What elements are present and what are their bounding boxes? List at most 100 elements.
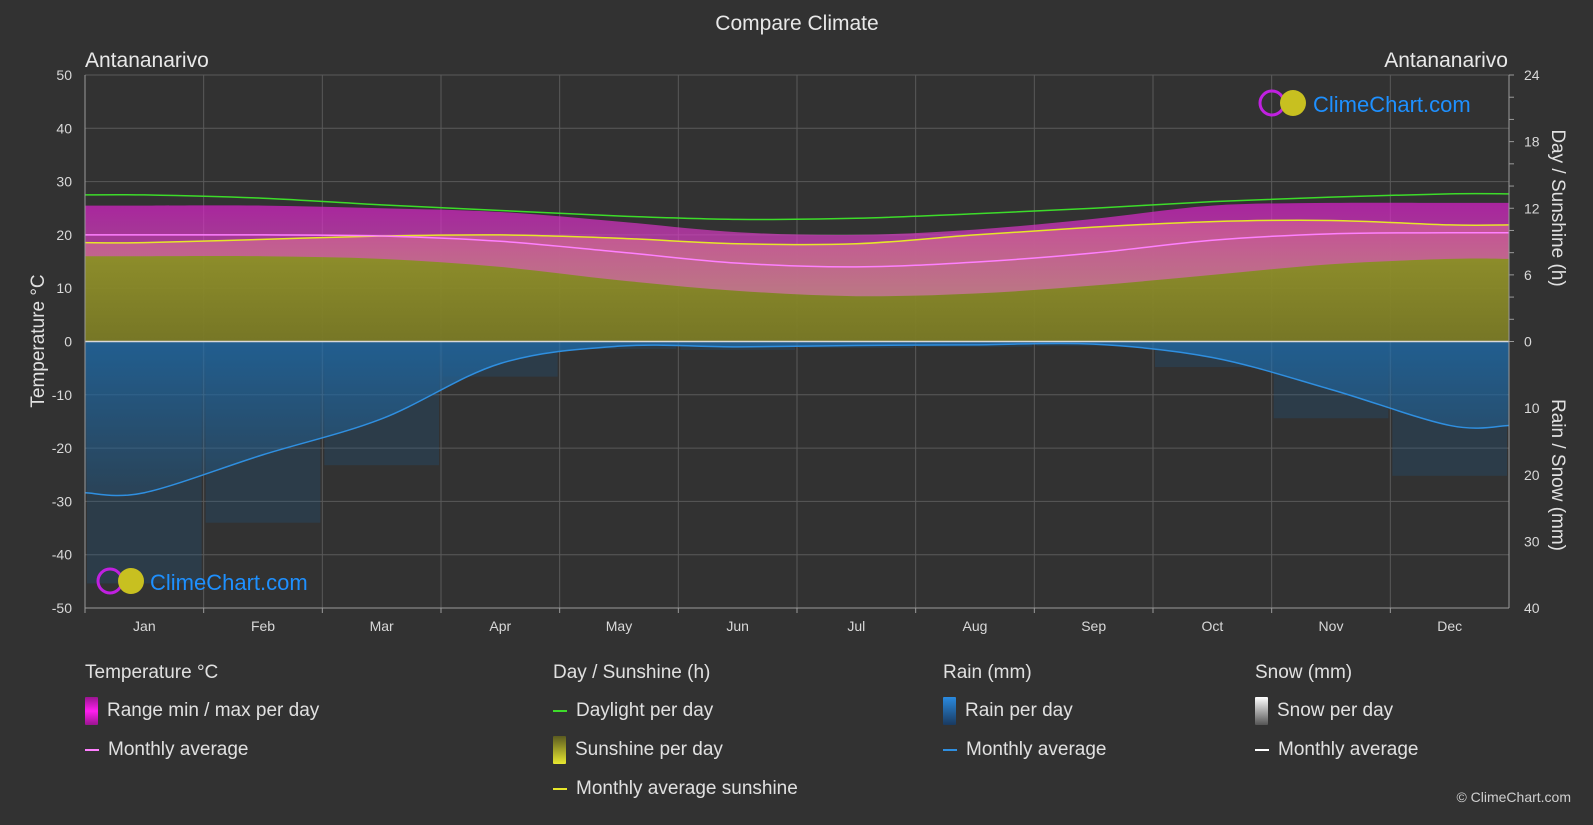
sunshine-avg-line	[85, 219, 1509, 246]
month-label: Aug	[963, 618, 988, 634]
legend-label: Sunshine per day	[575, 739, 723, 760]
legend-item-sunshine-avg: Monthly average sunshine	[553, 776, 798, 802]
data-layer	[85, 192, 1509, 584]
month-label: Mar	[370, 618, 394, 634]
right-axis-bottom-title: Rain / Snow (mm)	[1547, 399, 1568, 551]
location-left: Antananarivo	[85, 49, 209, 72]
month-label: Jun	[726, 618, 749, 634]
legend-title: Snow (mm)	[1255, 662, 1353, 683]
month-label: Apr	[489, 618, 511, 634]
right-bottom-tick-label: 40	[1524, 600, 1540, 616]
daylight-line	[85, 192, 1509, 221]
chart-title: Compare Climate	[715, 12, 878, 35]
rain-bar	[87, 341, 202, 584]
legend-label: Monthly average	[1278, 739, 1419, 760]
logo-bottom: ClimeChart.com	[96, 567, 308, 595]
legend-temperature: Temperature °C Range min / max per day M…	[85, 662, 319, 776]
month-label: Jan	[133, 618, 156, 634]
legend-label: Monthly average sunshine	[576, 778, 798, 799]
month-label: Sep	[1081, 618, 1106, 634]
sunshine-swatch	[553, 736, 566, 764]
legend-item-rain-avg: Monthly average	[943, 737, 1106, 763]
legend-label: Range min / max per day	[107, 700, 320, 721]
rain-area	[85, 341, 1509, 496]
right-top-tick-label: 12	[1524, 200, 1540, 216]
axes: 50 40 30 20 10 0 -10 -20 -30 -40 -50 24 18 12 6 0 10 20 30…	[52, 67, 1540, 634]
right-bottom-tick-label: 30	[1524, 533, 1540, 549]
right-top-tick-label: 18	[1524, 134, 1540, 150]
legend-title: Rain (mm)	[943, 662, 1032, 683]
month-label: Nov	[1319, 618, 1344, 634]
logo-sun-icon	[1280, 90, 1306, 116]
right-top-tick-label: 0	[1524, 334, 1532, 350]
rain-bar	[561, 341, 677, 349]
left-axis-title: Temperature °C	[28, 274, 49, 407]
logo-text: ClimeChart.com	[1313, 92, 1471, 117]
left-tick-label: -50	[52, 600, 72, 616]
legend-item-rain: Rain per day	[943, 697, 1106, 725]
legend-snow: Snow (mm) Snow per day Monthly average	[1255, 662, 1418, 776]
temperature-range-band	[85, 202, 1509, 297]
rain-swatch	[943, 697, 956, 725]
rain-bar	[1392, 341, 1507, 476]
temperature-avg-line	[85, 231, 1509, 268]
legend-label: Rain per day	[965, 700, 1073, 721]
legend-item-snow: Snow per day	[1255, 697, 1418, 725]
copyright: © ClimeChart.com	[1456, 789, 1571, 805]
logo-top: ClimeChart.com	[1258, 89, 1471, 117]
rain-bar	[443, 341, 558, 377]
temp-range-swatch	[85, 697, 98, 725]
temp-avg-swatch	[85, 749, 99, 751]
rain-bar	[680, 341, 795, 351]
right-top-tick-label: 6	[1524, 267, 1532, 283]
left-tick-label: -40	[52, 547, 72, 563]
rain-avg-swatch	[943, 749, 957, 751]
legend-label: Snow per day	[1277, 700, 1394, 721]
logo-sun-icon	[118, 568, 144, 594]
left-tick-label: -20	[52, 440, 72, 456]
left-tick-label: -10	[52, 387, 72, 403]
left-tick-label: 40	[56, 120, 72, 136]
legend-item-temp-range: Range min / max per day	[85, 697, 320, 725]
legend-sunshine: Day / Sunshine (h) Daylight per day Suns…	[553, 662, 798, 815]
legend-label: Monthly average	[108, 739, 249, 760]
rain-bar	[1273, 341, 1389, 419]
logo-text: ClimeChart.com	[150, 570, 308, 595]
rain-bar	[324, 341, 439, 466]
rain-avg-line	[85, 342, 1509, 497]
left-tick-label: 0	[64, 334, 72, 350]
legend-item-sunshine: Sunshine per day	[553, 736, 798, 764]
legend-item-daylight: Daylight per day	[553, 698, 798, 724]
rain-bar	[799, 341, 914, 348]
month-label: Jul	[847, 618, 865, 634]
month-label: Oct	[1201, 618, 1223, 634]
legend-rain: Rain (mm) Rain per day Monthly average	[943, 662, 1106, 776]
rain-bar	[1155, 341, 1270, 368]
snow-swatch	[1255, 697, 1268, 725]
legend-item-temp-avg: Monthly average	[85, 737, 319, 763]
right-axis-top-title: Day / Sunshine (h)	[1547, 129, 1568, 286]
legend-label: Monthly average	[966, 739, 1107, 760]
left-tick-label: 20	[56, 227, 72, 243]
right-bottom-tick-label: 10	[1524, 400, 1540, 416]
left-tick-label: 10	[56, 280, 72, 296]
left-tick-label: 50	[56, 67, 72, 83]
month-label: May	[606, 618, 632, 634]
rain-bar	[205, 341, 321, 523]
month-label: Feb	[251, 618, 275, 634]
daylight-swatch	[553, 710, 567, 712]
location-right: Antananarivo	[1384, 49, 1508, 72]
snow-avg-swatch	[1255, 749, 1269, 751]
right-bottom-tick-label: 20	[1524, 467, 1540, 483]
left-tick-label: 30	[56, 174, 72, 190]
month-label: Dec	[1437, 618, 1462, 634]
sunshine-avg-swatch	[553, 788, 567, 790]
legend-title: Day / Sunshine (h)	[553, 662, 711, 683]
right-top-tick-label: 24	[1524, 67, 1540, 83]
legend-item-snow-avg: Monthly average	[1255, 737, 1418, 763]
legend-title: Temperature °C	[85, 662, 219, 683]
legend-label: Daylight per day	[576, 700, 714, 721]
left-tick-label: -30	[52, 493, 72, 509]
